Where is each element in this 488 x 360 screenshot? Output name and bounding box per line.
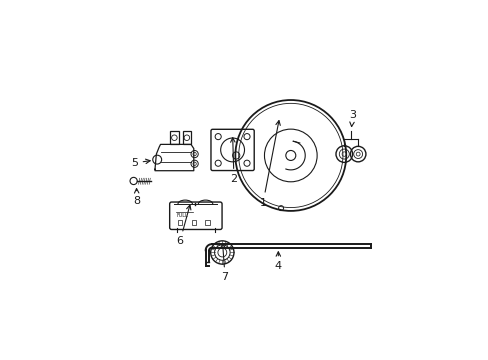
Text: 3: 3: [348, 110, 355, 127]
Bar: [170, 131, 178, 144]
Bar: [183, 131, 191, 144]
Bar: [205, 220, 209, 225]
Text: 7: 7: [220, 243, 228, 283]
Text: 5: 5: [130, 158, 150, 168]
Text: 2: 2: [230, 138, 237, 184]
Text: 1: 1: [259, 121, 280, 208]
Text: 8: 8: [133, 189, 140, 206]
Bar: [177, 220, 182, 225]
Text: 6: 6: [176, 205, 190, 246]
Text: FULL: FULL: [176, 213, 188, 218]
Text: 4: 4: [274, 252, 281, 271]
Bar: [191, 220, 196, 225]
